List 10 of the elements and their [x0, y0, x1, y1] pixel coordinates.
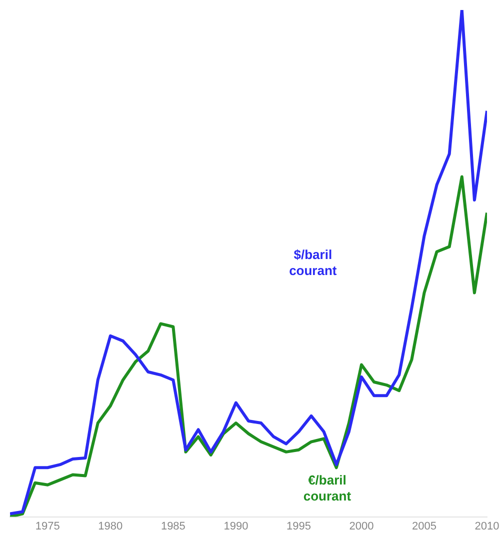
series-label: €/baril courant	[303, 472, 352, 504]
x-tick-label: 1990	[224, 520, 248, 532]
x-tick-label: 1995	[286, 520, 311, 532]
x-tick-label: 1985	[160, 520, 186, 532]
x-tick-label: 2000	[349, 520, 374, 532]
x-tick-label: 2010	[474, 520, 500, 532]
x-tick-label: 1975	[35, 520, 60, 532]
x-tick-label: 1980	[98, 520, 123, 532]
x-tick-label: 2005	[412, 520, 436, 532]
text: $/baril courant	[289, 246, 338, 278]
